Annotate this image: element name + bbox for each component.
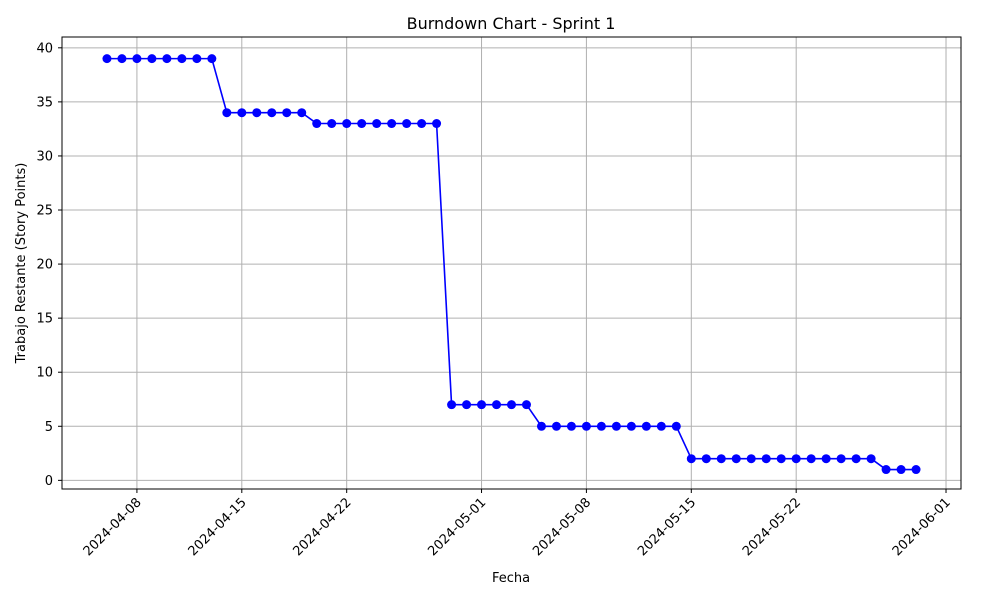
data-point	[282, 108, 292, 118]
data-point	[357, 119, 367, 129]
data-point	[192, 54, 202, 64]
data-point	[641, 421, 651, 431]
data-point	[207, 54, 217, 64]
data-point	[671, 421, 681, 431]
grid-lines	[62, 37, 961, 489]
axis-ticks: 0 5 10 15 20 25 30 35 40 2024-04-08 2024-04-15 2024…	[36, 41, 953, 559]
data-point	[776, 454, 786, 464]
x-tick-label: 2024-05-08	[530, 495, 594, 559]
data-point	[492, 400, 502, 410]
x-tick-label: 2024-05-01	[425, 495, 489, 559]
data-point	[117, 54, 127, 64]
data-point	[312, 119, 322, 129]
y-axis-label: Trabajo Restante (Story Points)	[14, 163, 29, 365]
data-point	[551, 421, 561, 431]
data-point	[387, 119, 397, 129]
chart-title: Burndown Chart - Sprint 1	[407, 14, 616, 33]
data-point	[462, 400, 472, 410]
data-point	[611, 421, 621, 431]
y-tick-label: 20	[36, 258, 53, 273]
y-tick-label: 10	[36, 366, 53, 381]
data-point	[596, 421, 606, 431]
data-point	[881, 465, 891, 475]
data-point	[911, 465, 921, 475]
data-point	[432, 119, 442, 129]
x-tick-label: 2024-05-15	[635, 495, 699, 559]
data-point	[177, 54, 187, 64]
data-point	[581, 421, 591, 431]
data-point	[791, 454, 801, 464]
data-point	[402, 119, 412, 129]
x-tick-label: 2024-04-08	[81, 495, 145, 559]
data-point	[132, 54, 142, 64]
data-point	[746, 454, 756, 464]
data-point	[896, 465, 906, 475]
data-point	[716, 454, 726, 464]
data-point	[447, 400, 457, 410]
data-point	[806, 454, 816, 464]
data-point	[102, 54, 112, 64]
data-point	[761, 454, 771, 464]
data-point	[297, 108, 307, 118]
data-point	[821, 454, 831, 464]
x-tick-label: 2024-05-22	[740, 495, 804, 559]
data-point	[252, 108, 262, 118]
x-tick-label: 2024-04-15	[186, 495, 250, 559]
data-point	[342, 119, 352, 129]
data-point	[836, 454, 846, 464]
data-point	[686, 454, 696, 464]
y-tick-label: 30	[36, 149, 53, 164]
data-point	[162, 54, 172, 64]
data-point	[147, 54, 157, 64]
data-point	[521, 400, 531, 410]
y-tick-label: 0	[45, 474, 53, 489]
x-tick-label: 2024-06-01	[890, 495, 954, 559]
series-layer	[102, 54, 921, 475]
y-tick-label: 40	[36, 41, 53, 56]
y-tick-label: 25	[36, 204, 53, 219]
y-tick-label: 5	[45, 420, 53, 435]
y-tick-label: 35	[36, 95, 53, 110]
data-point	[851, 454, 861, 464]
data-point	[701, 454, 711, 464]
data-point	[327, 119, 337, 129]
data-point	[507, 400, 516, 410]
data-point	[866, 454, 876, 464]
data-point	[626, 421, 636, 431]
data-point	[536, 421, 546, 431]
x-tick-label: 2024-04-22	[290, 495, 354, 559]
data-point	[566, 421, 576, 431]
data-point	[731, 454, 741, 464]
data-point	[222, 108, 232, 118]
data-point	[417, 119, 427, 129]
data-point	[237, 108, 247, 118]
data-point	[477, 400, 487, 410]
data-point	[656, 421, 666, 431]
plot-frame	[61, 36, 962, 490]
y-tick-label: 15	[36, 312, 53, 327]
data-point	[267, 108, 277, 118]
data-point	[372, 119, 382, 129]
x-axis-label: Fecha	[492, 571, 530, 586]
